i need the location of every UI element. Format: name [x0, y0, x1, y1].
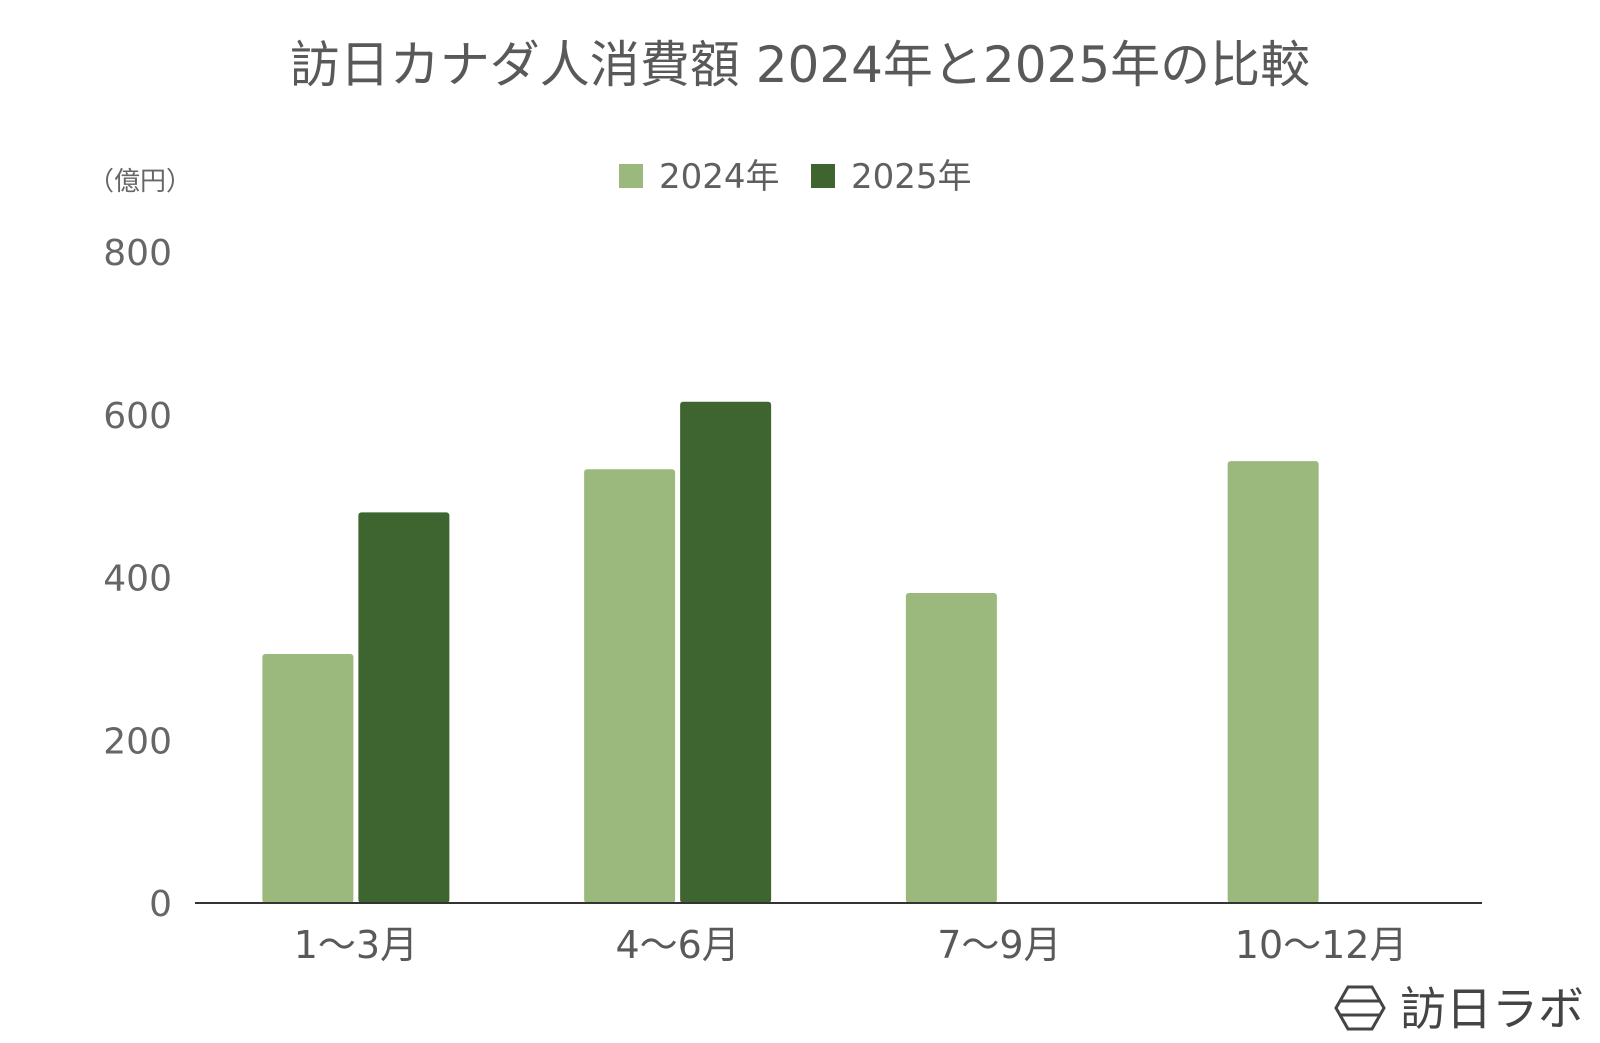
bar-2025-1	[680, 401, 772, 903]
y-axis-ticks: 0 200 400 600 800	[103, 233, 172, 925]
legend-label: 2024年	[659, 157, 780, 197]
bar-2024-3	[1227, 461, 1319, 903]
x-tick-label: 4〜6月	[615, 923, 739, 967]
hexagon-logo-icon	[1334, 985, 1386, 1031]
legend-swatch	[811, 164, 835, 188]
y-tick-label: 200	[103, 721, 172, 762]
x-tick-label: 10〜12月	[1235, 923, 1408, 967]
x-axis-ticks: 1〜3月 4〜6月 7〜9月 10〜12月	[294, 923, 1408, 967]
logo-text: 訪日ラボ	[1400, 982, 1584, 1036]
y-tick-label: 400	[103, 559, 172, 600]
x-tick-label: 7〜9月	[937, 923, 1061, 967]
site-logo: 訪日ラボ	[1334, 982, 1584, 1036]
bar-2024-0	[262, 653, 354, 903]
legend-swatch	[619, 164, 643, 188]
bar-2024-2	[905, 592, 997, 903]
chart-title: 訪日カナダ人消費額 2024年と2025年の比較	[290, 36, 1310, 94]
y-tick-label: 600	[103, 396, 172, 437]
y-tick-label: 0	[149, 884, 172, 925]
x-tick-label: 1〜3月	[294, 923, 418, 967]
chart-legend: 2024年 2025年	[619, 157, 972, 197]
legend-label: 2025年	[851, 157, 972, 197]
y-axis-unit-label: （億円）	[88, 167, 192, 197]
bar-2025-0	[358, 512, 450, 903]
bar-series	[262, 401, 1319, 903]
bar-2024-1	[584, 469, 676, 903]
y-tick-label: 800	[103, 233, 172, 274]
